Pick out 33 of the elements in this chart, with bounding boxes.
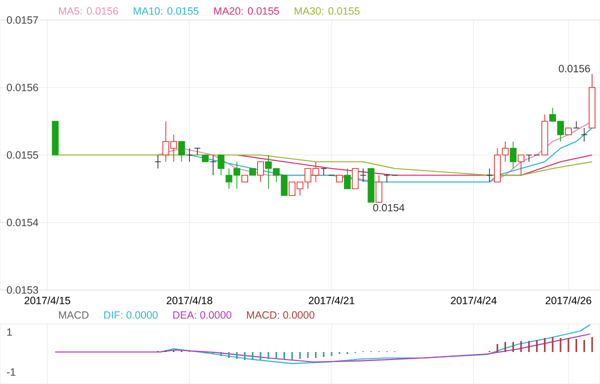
text: MA5: 0.0156 [59,7,118,15]
x-tick-label: 2017/4/15 [24,296,70,304]
candlestick [257,161,264,182]
text: DEA: 0.0000 [173,311,232,319]
y-tick-label: 0.0154 [6,218,38,226]
candlestick [526,154,532,162]
candlestick [344,168,351,190]
text: MA10: 0.0155 [134,7,199,15]
x-tick-label: 2017/4/24 [450,296,497,304]
x-tick-label: 2017/4/26 [546,296,592,304]
candlestick [518,154,524,176]
y-tick-label: 0.0156 [6,84,38,92]
y-tick-label: 0.0157 [6,16,38,24]
y-tick-label: 0.0155 [6,151,38,159]
candlestick [510,141,517,169]
y-tick-label: 0.0153 [6,286,38,294]
y-tick-label: 1 [7,328,12,336]
x-tick-label: 2017/4/18 [166,296,212,304]
annotation: 0.0154 [373,204,404,212]
candlestick [352,168,359,190]
chart-title: MACD [59,311,88,319]
candlestick [178,141,185,162]
annotation: 0.0156 [558,64,590,72]
candlestick [376,174,382,203]
text: MA30: 0.0155 [294,7,360,15]
x-tick-label: 2017/4/21 [308,296,354,304]
y-tick-label: -1 [6,368,16,376]
text: MACD: 0.0000 [247,311,314,319]
candlestick [218,154,224,176]
line-series [54,333,591,363]
text: MA20: 0.0155 [214,7,280,15]
text: DIF: 0.0000 [104,311,158,319]
candlestick [186,148,193,162]
